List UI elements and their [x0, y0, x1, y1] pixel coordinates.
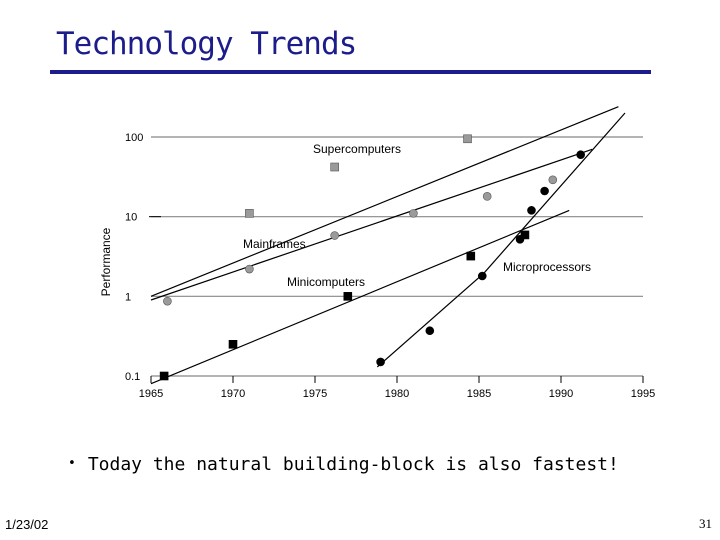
title-underline — [50, 70, 651, 74]
data-point-square — [520, 230, 530, 240]
y-tick-label: 100 — [125, 132, 143, 144]
data-point-circle — [163, 296, 172, 306]
slide-title: Technology Trends — [56, 26, 357, 62]
data-point-square — [343, 292, 353, 301]
data-point-circle — [515, 234, 525, 244]
y-tick-label: 1 — [125, 291, 131, 303]
data-point-circle — [245, 264, 254, 274]
data-point-square — [245, 209, 254, 218]
bullet-dot-icon: • — [68, 456, 76, 471]
series-label: Minicomputers — [287, 275, 365, 289]
data-point-circle — [477, 271, 487, 281]
data-point-circle — [540, 186, 549, 196]
x-tick-label: 1985 — [467, 388, 491, 400]
footer-date: 1/23/02 — [5, 517, 49, 532]
data-point-circle — [409, 209, 418, 218]
data-point-circle — [330, 231, 339, 240]
data-point-square — [228, 339, 238, 349]
trend-line — [150, 106, 619, 297]
trend-line — [150, 148, 593, 301]
y-tick-label: 10 — [125, 212, 137, 224]
x-tick-label: 1975 — [303, 388, 327, 400]
data-point-circle — [548, 175, 558, 185]
x-tick-label: 1965 — [139, 388, 163, 400]
series-label: Microprocessors — [503, 260, 591, 274]
data-point-square — [330, 162, 339, 172]
data-point-square — [463, 134, 472, 144]
y-axis-label: Performance — [99, 227, 113, 296]
x-tick-label: 1980 — [385, 388, 409, 400]
x-tick-label: 1970 — [221, 388, 245, 400]
x-tick-label: 1990 — [549, 388, 573, 400]
x-tick-label: 1995 — [631, 388, 655, 400]
data-point-square — [159, 371, 169, 381]
data-point-circle — [576, 150, 585, 159]
series-label: Mainframes — [243, 237, 306, 251]
data-point-circle — [482, 192, 492, 201]
page-number: 31 — [699, 516, 712, 531]
data-point-circle — [527, 206, 536, 215]
series-label: Supercomputers — [313, 142, 401, 156]
trend-line — [150, 209, 570, 385]
data-point-square — [466, 251, 476, 261]
bullet-text: Today the natural building-block is also… — [87, 454, 619, 475]
data-point-circle — [425, 326, 435, 336]
bullet-point: • Today the natural building-block is als… — [68, 454, 619, 475]
y-tick-label: 0.1 — [125, 371, 140, 383]
data-point-circle — [376, 357, 385, 367]
